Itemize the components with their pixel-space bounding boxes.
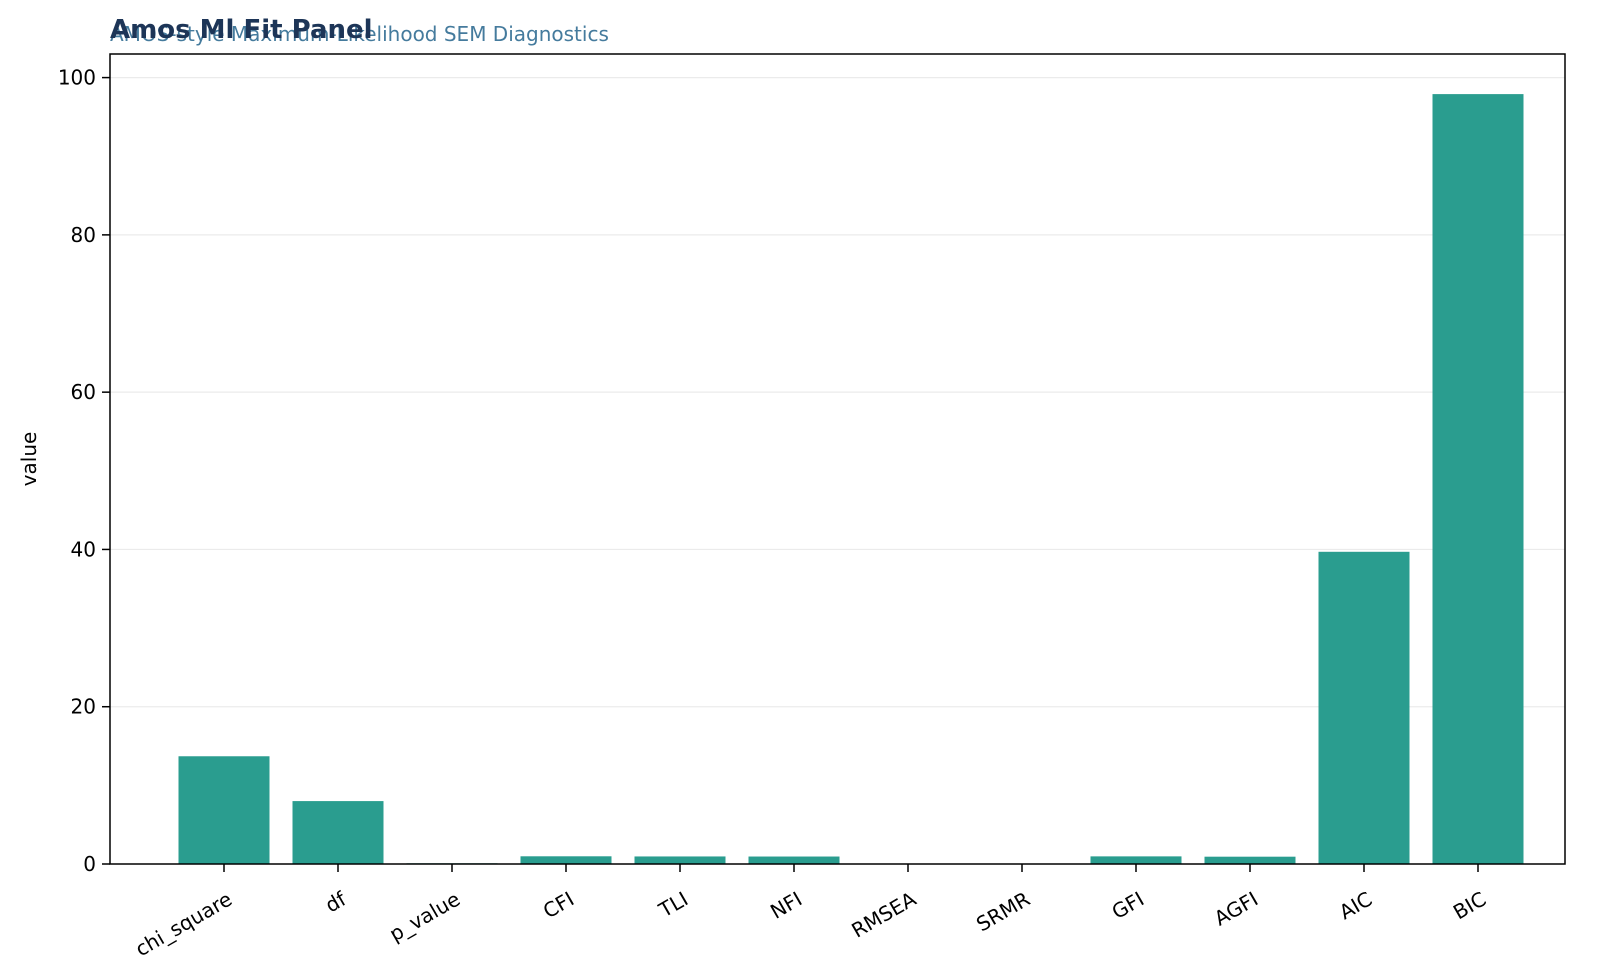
x-tick-label: p_value <box>385 887 464 946</box>
x-tick-label: AGFI <box>1210 887 1262 931</box>
y-tick-label: 0 <box>83 852 96 876</box>
chart-title: Amos Ml Fit Panel <box>110 15 373 45</box>
x-tick-label: GFI <box>1108 887 1148 924</box>
bar-aic <box>1318 551 1410 864</box>
x-axis: chi_square df p_value CFI TLI NFI RMSEA SRMR GFI… <box>131 864 1490 961</box>
x-tick-label: BIC <box>1449 887 1490 925</box>
x-tick-label: AIC <box>1335 887 1376 925</box>
y-tick-label: 80 <box>71 223 96 247</box>
y-tick-label: 60 <box>71 380 96 404</box>
chart-subtitle: AMOS-style Maximum-Likelihood SEM Diagno… <box>110 22 609 46</box>
bar-tli <box>634 856 726 864</box>
x-tick-label: RMSEA <box>847 887 920 943</box>
x-tick-label: TLI <box>654 887 692 923</box>
bar-nfi <box>748 856 840 864</box>
x-tick-label: CFI <box>539 887 578 923</box>
bar-agfi <box>1204 856 1296 864</box>
bar-df <box>292 801 384 864</box>
y-tick-label: 40 <box>71 537 96 561</box>
x-tick-label: SRMR <box>972 887 1034 937</box>
x-tick-label: NFI <box>766 887 806 924</box>
y-axis-label: value <box>17 432 41 487</box>
bar-cfi <box>520 856 612 864</box>
x-tick-label: chi_square <box>131 887 236 961</box>
bar-gfi <box>1090 856 1182 864</box>
bar-bic <box>1432 94 1524 864</box>
bars <box>178 94 1524 864</box>
plot-frame <box>109 53 1566 865</box>
y-axis: 0 20 40 60 80 100 <box>58 66 110 876</box>
y-tick-label: 100 <box>58 66 96 90</box>
x-tick-label: df <box>321 886 351 917</box>
y-tick-label: 20 <box>71 695 96 719</box>
bar-chi-square <box>178 756 270 864</box>
